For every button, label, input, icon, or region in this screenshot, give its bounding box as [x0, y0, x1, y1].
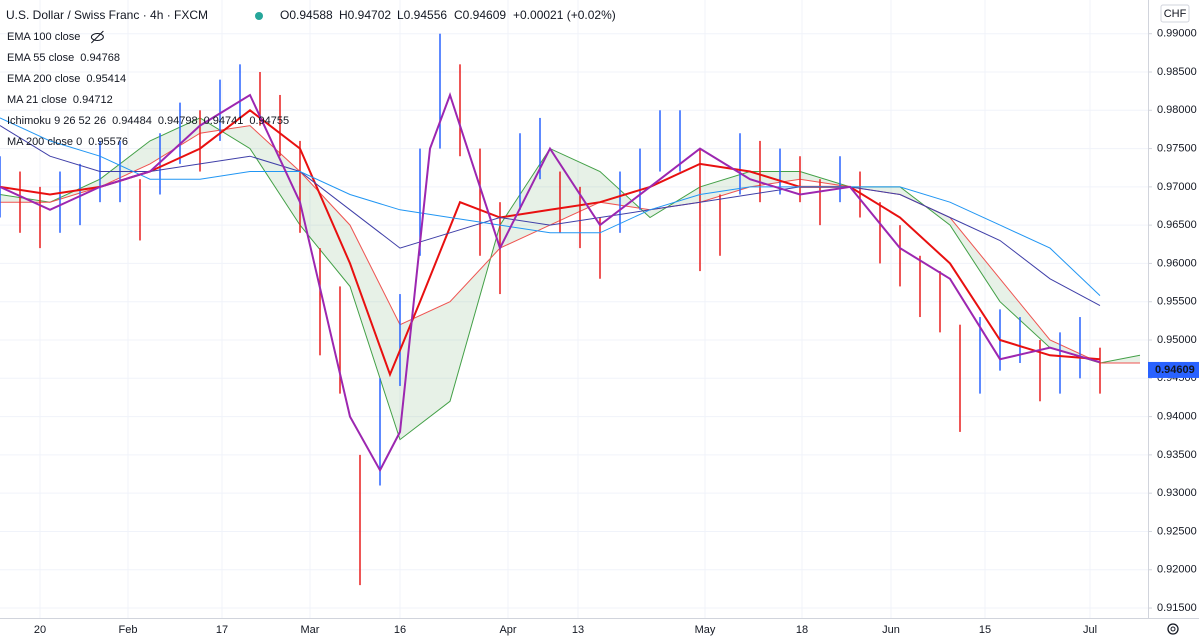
y-tick-label: 0.96000: [1157, 257, 1197, 269]
quote-change: +0.00021 (+0.02%): [513, 8, 616, 22]
x-tick-label: 17: [216, 624, 228, 636]
last-price-label: 0.94609: [1155, 364, 1195, 376]
y-tick-label: 0.96500: [1157, 219, 1197, 231]
legend-value: 0.94755: [249, 115, 289, 127]
legend-value: 0.95576: [88, 136, 128, 148]
y-tick-label: 0.98500: [1157, 66, 1197, 78]
gear-hub: [1170, 626, 1176, 632]
axes: 0.91500 0.92000 0.92500 0.93000 0.93500 0.940…: [34, 28, 1199, 636]
quote-open: O0.94588: [280, 8, 333, 22]
legend-name: MA 21 close: [7, 94, 67, 106]
y-tick-label: 0.98000: [1157, 104, 1197, 116]
legend-value: 0.95414: [86, 73, 126, 85]
y-tick-label: 0.91500: [1157, 602, 1197, 614]
gear: [1167, 623, 1179, 635]
header: U.S. Dollar / Swiss Franc · 4h · FXCM O0…: [6, 8, 616, 22]
settings-icon[interactable]: [1167, 623, 1179, 635]
x-tick-label: Mar: [301, 624, 320, 636]
legend-name: EMA 100 close: [7, 31, 80, 43]
x-tick-label: 18: [796, 624, 808, 636]
y-tick-label: 0.97500: [1157, 142, 1197, 154]
x-tick-label: May: [695, 624, 716, 636]
legend-value: 0.94768: [80, 52, 120, 64]
legend-value: 0.94712: [73, 94, 113, 106]
grid: [0, 0, 1148, 618]
y-tick-label: 0.95500: [1157, 296, 1197, 308]
y-tick-label: 0.97000: [1157, 181, 1197, 193]
y-tick-label: 0.92000: [1157, 564, 1197, 576]
y-tick-label: 0.99000: [1157, 28, 1197, 40]
indicator-line: [0, 91, 1101, 473]
symbol-title: U.S. Dollar / Swiss Franc · 4h · FXCM: [6, 8, 208, 22]
x-tick-label: Feb: [119, 624, 138, 636]
quote-close: C0.94609: [454, 8, 506, 22]
y-tick-label: 0.95000: [1157, 334, 1197, 346]
currency-box[interactable]: [1160, 4, 1190, 23]
y-tick-label: 0.94000: [1157, 411, 1197, 423]
quote-high: H0.94702: [339, 8, 391, 22]
x-tick-label: Apr: [499, 624, 516, 636]
x-tick-label: 20: [34, 624, 46, 636]
ichimoku-cloud: [0, 117, 1140, 440]
y-tick-label: 0.93000: [1157, 487, 1197, 499]
x-tick-label: 13: [572, 624, 584, 636]
y-tick-label: 0.93500: [1157, 449, 1197, 461]
indicator-line: [0, 109, 1101, 378]
hidden-icon-slash: [91, 30, 104, 44]
legend-value: 0.94798: [158, 115, 198, 127]
x-tick-label: Jun: [882, 624, 900, 636]
currency: CHF: [1164, 8, 1187, 20]
legend-name: Ichimoku 9 26 52 26: [7, 115, 106, 127]
market-status: [255, 12, 263, 20]
legend-value: 0.94484: [112, 115, 152, 127]
ichimoku-span-a: [0, 117, 1141, 441]
x-tick-label: Jul: [1083, 624, 1097, 636]
indicator-line: [0, 125, 1101, 307]
x-tick-label: 16: [394, 624, 406, 636]
legend-name: EMA 55 close: [7, 52, 74, 64]
legend-value: 0.94741: [204, 115, 244, 127]
last-price-tag: [1148, 361, 1199, 378]
quote-low: L0.94556: [397, 8, 447, 22]
indicator-line: [0, 117, 1101, 296]
hidden-icon: [90, 33, 104, 41]
x-tick-label: 15: [979, 624, 991, 636]
ichimoku-span-b: [0, 125, 1140, 364]
y-tick-label: 0.92500: [1157, 525, 1197, 537]
plot: [0, 33, 1141, 586]
legend-name: EMA 200 close: [7, 73, 80, 85]
legend-name: MA 200 close 0: [7, 136, 82, 148]
